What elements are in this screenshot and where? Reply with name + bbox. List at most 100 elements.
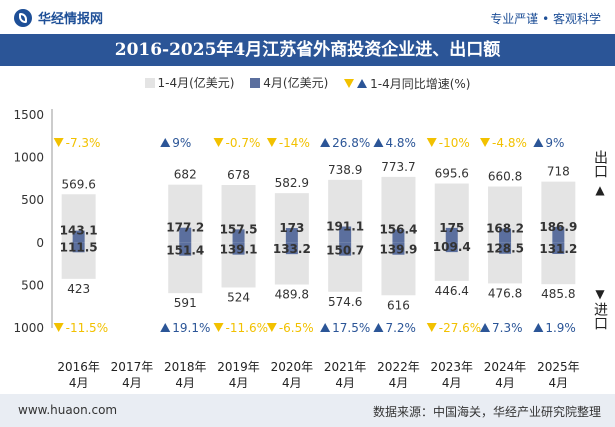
import-ytd-label: 446.4: [435, 284, 469, 298]
brand[interactable]: 华经情报网: [14, 8, 103, 27]
huajing-logo-icon: [14, 8, 32, 27]
import-ytd-label: 616: [387, 298, 410, 312]
x-tick-label: 2025年 4月: [537, 360, 580, 390]
export-month-label: 173: [279, 221, 304, 235]
footer-url[interactable]: www.huaon.com: [18, 403, 118, 417]
y-tick-label: 1000: [13, 321, 44, 335]
import-month-label: 139.9: [379, 243, 417, 257]
import-growth-label: 17.5%: [332, 321, 370, 335]
import-growth-label: -11.6%: [226, 321, 268, 335]
import-month-bar: [392, 242, 405, 255]
import-growth-triangle: [266, 323, 277, 332]
export-ytd-label: 682: [174, 168, 197, 182]
x-tick-label: 2018年 4月: [164, 360, 207, 390]
x-tick-label: 2023年 4月: [430, 360, 473, 390]
export-up-arrow-icon: ▲: [595, 183, 605, 197]
import-growth-label: -27.6%: [439, 321, 481, 335]
import-label-text: 进口: [592, 302, 608, 330]
export-month-label: 157.5: [220, 222, 258, 236]
footer: www.huaon.com 数据来源：中国海关，华经产业研究院整理: [0, 394, 615, 427]
x-tick-label: 2020年 4月: [271, 360, 314, 390]
import-month-label: 133.2: [273, 242, 311, 256]
export-ytd-label: 738.9: [328, 163, 362, 177]
export-growth-label: 26.8%: [332, 136, 370, 150]
import-growth-label: -6.5%: [279, 321, 314, 335]
export-growth-triangle: [266, 138, 277, 147]
y-tick-label: 1000: [13, 151, 44, 165]
export-month-label: 156.4: [379, 222, 417, 236]
import-month-label: 109.4: [433, 240, 471, 254]
export-growth-triangle: [533, 138, 544, 147]
import-ytd-label: 476.8: [488, 286, 522, 300]
legend-item-month: 4月(亿美元): [250, 74, 328, 91]
top-bar: 华经情报网 专业严谨 • 客观科学: [0, 0, 615, 34]
export-growth-triangle: [373, 138, 384, 147]
export-month-label: 168.2: [486, 221, 524, 235]
import-month-label: 150.7: [326, 244, 364, 258]
export-growth-label: -14%: [279, 136, 310, 150]
export-growth-label: -0.7%: [226, 136, 261, 150]
x-tick-label: 2024年 4月: [484, 360, 527, 390]
export-ytd-label: 569.6: [61, 177, 95, 191]
import-growth-triangle: [53, 323, 64, 332]
export-ytd-label: 678: [227, 168, 250, 182]
export-ytd-label: 582.9: [275, 176, 309, 190]
export-month-bar: [339, 226, 352, 243]
y-tick-label: 1500: [13, 108, 44, 122]
export-growth-triangle: [53, 138, 64, 147]
export-growth-triangle: [426, 138, 437, 147]
chart-legend: 1-4月(亿美元) 4月(亿美元) 1-4月同比增速(%): [0, 74, 615, 92]
x-tick-label: 2019年 4月: [217, 360, 260, 390]
legend-item-growth: 1-4月同比增速(%): [344, 75, 471, 92]
export-label-text: 出口: [592, 150, 608, 178]
import-month-bar: [445, 242, 458, 253]
import-growth-triangle: [480, 323, 491, 332]
legend-up-triangle-icon: [357, 78, 368, 88]
export-growth-triangle: [213, 138, 224, 147]
tagline: 专业严谨 • 客观科学: [490, 12, 601, 26]
import-growth-triangle: [320, 323, 331, 332]
legend-swatch-ytd: [144, 77, 155, 88]
import-growth-label: 19.1%: [172, 321, 210, 335]
export-ytd-label: 695.6: [435, 167, 469, 181]
export-ytd-label: 660.8: [488, 169, 522, 183]
export-ytd-label: 718: [547, 165, 570, 179]
import-month-bar: [72, 242, 85, 253]
import-ytd-label: 574.6: [328, 295, 362, 309]
import-growth-triangle: [213, 323, 224, 332]
import-ytd-label: 591: [174, 296, 197, 310]
import-ytd-label: 423: [67, 282, 90, 296]
import-month-label: 139.1: [220, 243, 258, 257]
legend-label-ytd: 1-4月(亿美元): [157, 76, 235, 90]
x-tick-label: 2017年 4月: [111, 360, 154, 390]
export-month-label: 143.1: [60, 224, 98, 238]
title-bar: 2016-2025年4月江苏省外商投资企业进、出口额: [0, 34, 615, 66]
import-ytd-label: 524: [227, 290, 250, 304]
import-month-bar: [499, 242, 512, 254]
export-ytd-label: 773.7: [381, 160, 415, 174]
import-month-bar: [285, 242, 298, 255]
legend-swatch-month: [250, 77, 261, 88]
legend-down-triangle-icon: [344, 78, 355, 88]
export-month-bar: [72, 230, 85, 243]
import-month-bar: [339, 242, 352, 256]
import-ytd-label: 485.8: [541, 287, 575, 301]
import-month-bar: [552, 242, 565, 254]
export-month-bar: [285, 228, 298, 243]
export-growth-triangle: [320, 138, 331, 147]
legend-label-month: 4月(亿美元): [263, 76, 329, 90]
import-growth-triangle: [373, 323, 384, 332]
import-month-label: 128.5: [486, 242, 524, 256]
import-month-bar: [179, 242, 192, 256]
import-ytd-label: 489.8: [275, 288, 309, 302]
import-month-label: 151.4: [166, 244, 204, 258]
x-tick-label: 2016年 4月: [57, 360, 100, 390]
import-growth-label: 7.3%: [492, 321, 523, 335]
y-tick-label: 500: [21, 193, 44, 207]
import-month-bar: [232, 242, 245, 255]
y-tick-label: 500: [21, 278, 44, 292]
export-growth-triangle: [480, 138, 491, 147]
y-tick-label: 0: [36, 236, 44, 250]
export-growth-label: 4.8%: [385, 136, 416, 150]
import-month-label: 111.5: [60, 240, 98, 254]
